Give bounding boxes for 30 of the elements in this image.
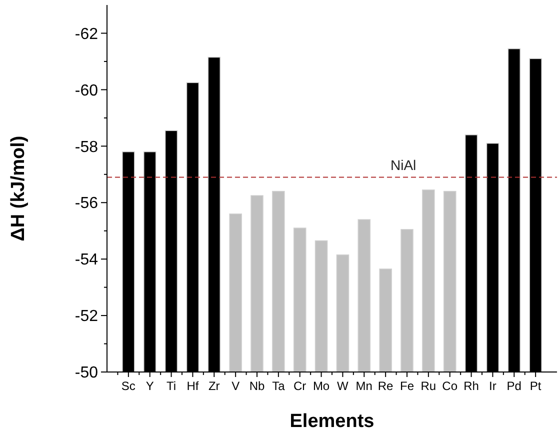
x-tick-label: Nb xyxy=(249,379,265,393)
x-tick-label: Fe xyxy=(400,379,414,393)
x-tick-label: Ir xyxy=(489,379,496,393)
ref-line-label: NiAl xyxy=(390,157,416,174)
y-tick-label: -62 xyxy=(74,26,98,43)
x-tick-label: Zr xyxy=(208,379,220,393)
x-tick-label: Re xyxy=(378,379,394,393)
y-tick-label: -58 xyxy=(74,138,98,156)
y-tick-label: -56 xyxy=(74,195,98,212)
y-tick-label: -52 xyxy=(74,308,98,326)
y-tick-label: -50 xyxy=(74,364,98,382)
y-axis-title: ΔH (kJ/mol) xyxy=(8,136,29,242)
x-tick-label: W xyxy=(337,379,350,393)
x-tick-label: Ru xyxy=(420,379,436,393)
y-tick-label: -54 xyxy=(74,252,98,269)
x-tick-label: Co xyxy=(442,379,458,393)
x-tick-label: Pd xyxy=(506,379,522,393)
x-axis-title: Elements xyxy=(290,411,374,432)
x-tick-label: V xyxy=(232,379,240,393)
x-tick-label: Sc xyxy=(121,379,136,393)
x-tick-label: Ti xyxy=(166,379,176,393)
x-tick-label: Y xyxy=(146,379,154,393)
x-tick-label: Rh xyxy=(464,379,479,393)
x-tick-label: Mo xyxy=(312,379,330,393)
x-tick-label: Mn xyxy=(356,379,372,393)
x-tick-label: Pt xyxy=(530,379,542,393)
y-tick-label: -60 xyxy=(74,82,98,100)
x-tick-label: Hf xyxy=(186,379,200,393)
x-tick-label: Cr xyxy=(294,379,306,393)
x-tick-label: Ta xyxy=(272,379,286,393)
